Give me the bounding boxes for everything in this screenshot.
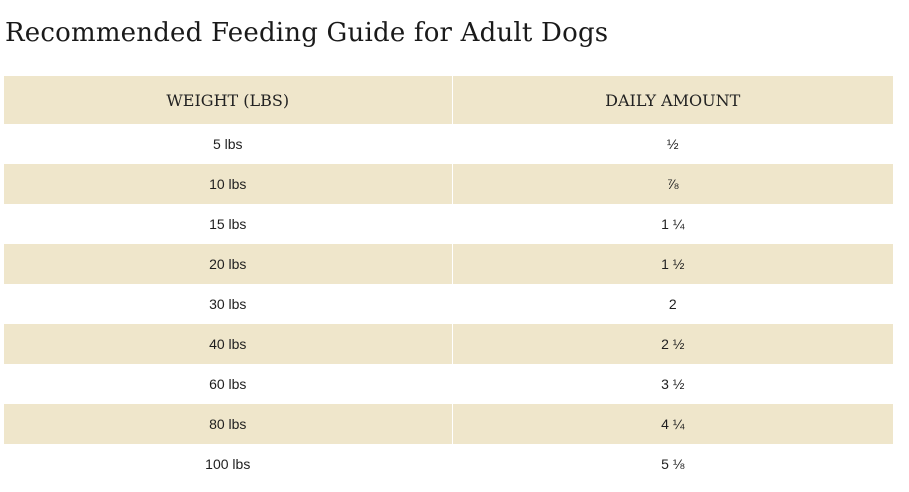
table-row: 10 lbs ⅞ <box>4 164 893 204</box>
daily-amount-cell: 1 ½ <box>452 244 893 284</box>
weight-cell: 10 lbs <box>4 164 453 204</box>
daily-amount-cell: 3 ½ <box>661 376 685 392</box>
weight-column-header: WEIGHT (LBS) <box>4 76 453 124</box>
weight-cell: 100 lbs <box>4 444 453 484</box>
table-row: 5 lbs ½ <box>4 124 893 164</box>
weight-cell: 40 lbs <box>4 324 453 364</box>
table-row: 100 lbs 5 ⅛ <box>4 444 893 484</box>
daily-amount-cell: 4 ¼ <box>452 404 893 444</box>
table-row: 30 lbs 2 <box>4 284 893 324</box>
page-title: Recommended Feeding Guide for Adult Dogs <box>5 18 609 48</box>
table-row: 15 lbs 1 ¼ <box>4 204 893 244</box>
daily-amount-column-header: DAILY AMOUNT <box>452 76 893 124</box>
weight-cell: 15 lbs <box>4 204 453 244</box>
daily-amount-cell: 5 ⅛ <box>661 456 685 472</box>
daily-amount-cell: ⅞ <box>452 164 893 204</box>
table-row: 80 lbs 4 ¼ <box>4 404 893 444</box>
daily-amount-cell: ½ <box>666 136 679 152</box>
daily-amount-cell: 2 ½ <box>452 324 893 364</box>
weight-cell: 30 lbs <box>4 284 453 324</box>
weight-cell: 60 lbs <box>4 364 453 404</box>
daily-amount-cell: 1 ¼ <box>661 216 685 232</box>
table-header-row: WEIGHT (LBS) DAILY AMOUNT <box>4 76 893 124</box>
weight-cell: 80 lbs <box>4 404 453 444</box>
feeding-guide-table: WEIGHT (LBS) DAILY AMOUNT 5 lbs ½ 10 lbs… <box>4 76 893 484</box>
weight-cell: 5 lbs <box>4 124 453 164</box>
table-row: 40 lbs 2 ½ <box>4 324 893 364</box>
daily-amount-cell: 2 <box>668 296 677 312</box>
table-row: 60 lbs 3 ½ <box>4 364 893 404</box>
weight-cell: 20 lbs <box>4 244 453 284</box>
table-row: 20 lbs 1 ½ <box>4 244 893 284</box>
